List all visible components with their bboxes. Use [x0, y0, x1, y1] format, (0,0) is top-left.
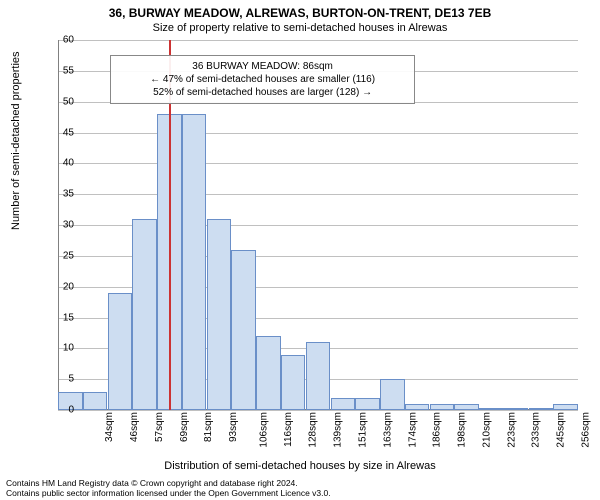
y-tick-label: 55: [44, 65, 74, 76]
x-tick-label: 46sqm: [129, 412, 140, 442]
x-tick-label: 116sqm: [283, 412, 294, 447]
histogram-bar: [355, 398, 380, 410]
grid-line: [58, 133, 578, 134]
histogram-bar: [405, 404, 430, 410]
plot-area: 36 BURWAY MEADOW: 86sqm← 47% of semi-det…: [58, 40, 578, 410]
y-tick-label: 50: [44, 96, 74, 107]
grid-line: [58, 163, 578, 164]
x-tick-label: 128sqm: [308, 412, 319, 448]
y-tick-label: 40: [44, 158, 74, 169]
histogram-bar: [256, 336, 281, 410]
y-axis-label: Number of semi-detached properties: [10, 51, 22, 230]
grid-line: [58, 410, 578, 411]
annotation-line: 52% of semi-detached houses are larger (…: [117, 86, 408, 99]
x-tick-label: 69sqm: [179, 412, 190, 442]
histogram-bar: [504, 408, 529, 410]
histogram-bar: [108, 293, 133, 410]
chart-container: 36, BURWAY MEADOW, ALREWAS, BURTON-ON-TR…: [0, 0, 600, 500]
histogram-bar: [430, 404, 455, 410]
x-axis-label: Distribution of semi-detached houses by …: [0, 460, 600, 472]
histogram-bar: [281, 355, 306, 411]
histogram-bar: [380, 379, 405, 410]
histogram-bar: [479, 408, 504, 410]
y-tick-label: 35: [44, 189, 74, 200]
histogram-bar: [553, 404, 578, 410]
y-tick-label: 60: [44, 35, 74, 46]
x-tick-label: 34sqm: [104, 412, 115, 442]
y-tick-label: 5: [44, 374, 74, 385]
y-tick-label: 45: [44, 127, 74, 138]
histogram-bar: [331, 398, 356, 410]
x-tick-label: 139sqm: [333, 412, 344, 448]
x-tick-label: 163sqm: [382, 412, 393, 448]
x-tick-label: 198sqm: [457, 412, 468, 448]
grid-line: [58, 40, 578, 41]
y-tick-label: 0: [44, 405, 74, 416]
histogram-bar: [231, 250, 256, 410]
grid-line: [58, 194, 578, 195]
chart-title-sub: Size of property relative to semi-detach…: [0, 22, 600, 34]
x-tick-label: 151sqm: [358, 412, 369, 448]
annotation-line: 36 BURWAY MEADOW: 86sqm: [117, 60, 408, 73]
x-tick-label: 256sqm: [580, 412, 591, 448]
annotation-box: 36 BURWAY MEADOW: 86sqm← 47% of semi-det…: [110, 55, 415, 104]
y-tick-label: 10: [44, 343, 74, 354]
x-tick-label: 223sqm: [506, 412, 517, 448]
histogram-bar: [83, 392, 108, 411]
footer-line2: Contains public sector information licen…: [6, 488, 594, 498]
x-tick-label: 106sqm: [259, 412, 270, 448]
histogram-bar: [182, 114, 207, 410]
x-tick-label: 93sqm: [228, 412, 239, 442]
y-tick-label: 20: [44, 281, 74, 292]
annotation-line: ← 47% of semi-detached houses are smalle…: [117, 73, 408, 86]
x-tick-label: 81sqm: [203, 412, 214, 442]
y-tick-label: 15: [44, 312, 74, 323]
x-tick-label: 245sqm: [556, 412, 567, 448]
footer-text: Contains HM Land Registry data © Crown c…: [6, 478, 594, 498]
histogram-bar: [529, 408, 554, 410]
histogram-bar: [207, 219, 232, 410]
y-tick-label: 30: [44, 220, 74, 231]
x-tick-label: 174sqm: [407, 412, 418, 448]
histogram-bar: [454, 404, 479, 410]
x-tick-label: 57sqm: [154, 412, 165, 442]
x-tick-label: 186sqm: [432, 412, 443, 448]
x-tick-label: 233sqm: [531, 412, 542, 448]
chart-title-main: 36, BURWAY MEADOW, ALREWAS, BURTON-ON-TR…: [0, 6, 600, 20]
histogram-bar: [306, 342, 331, 410]
footer-line1: Contains HM Land Registry data © Crown c…: [6, 478, 594, 488]
x-tick-label: 210sqm: [481, 412, 492, 448]
histogram-bar: [132, 219, 157, 410]
y-tick-label: 25: [44, 250, 74, 261]
